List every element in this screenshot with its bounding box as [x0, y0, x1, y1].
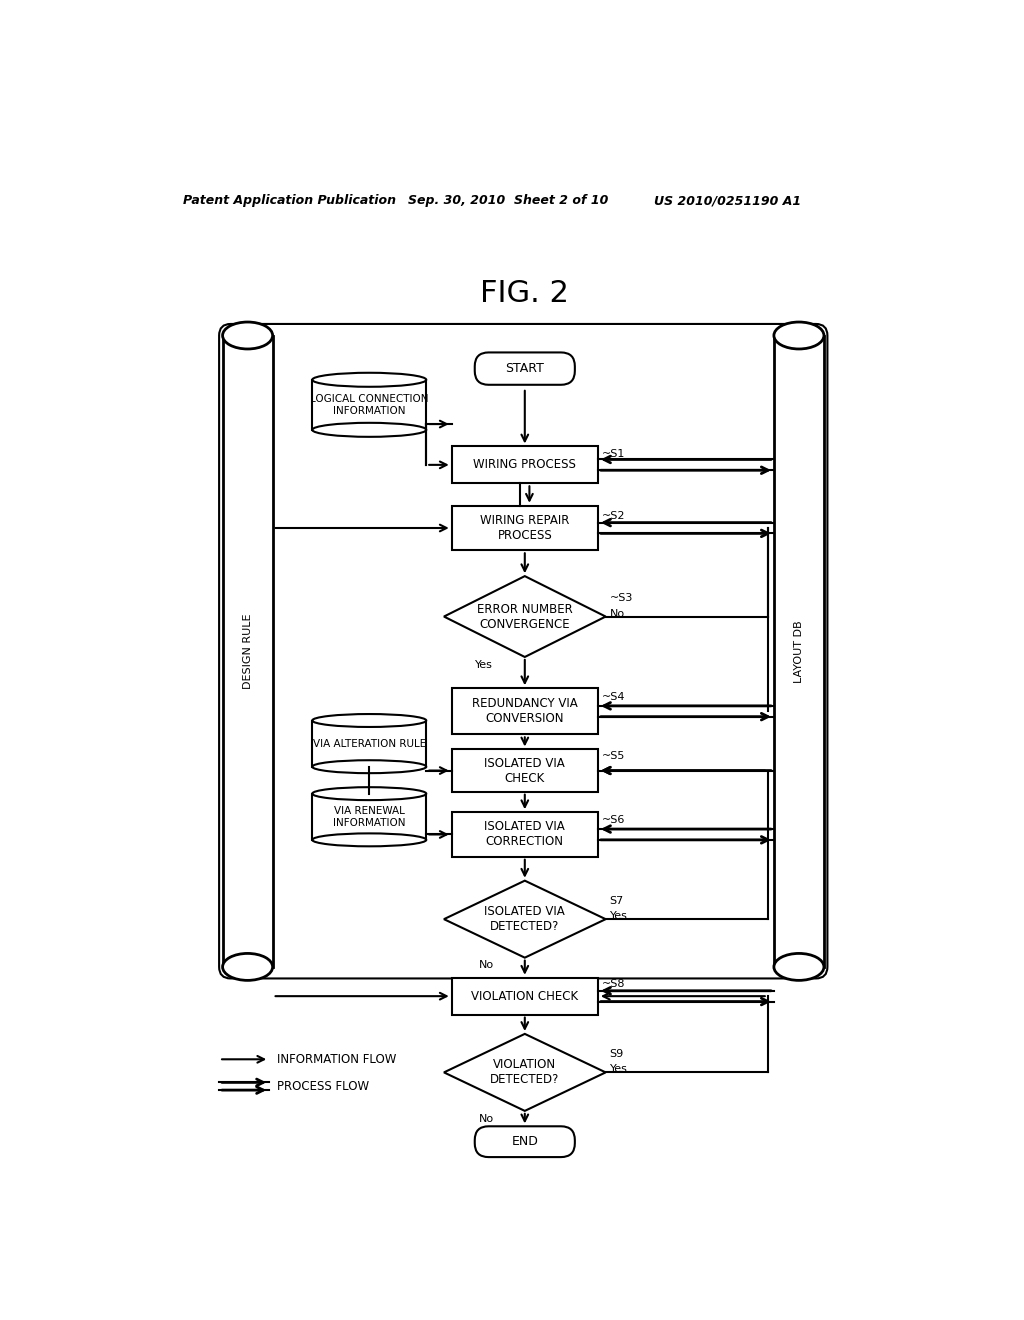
Text: ~S8: ~S8	[602, 979, 626, 989]
Text: S9: S9	[609, 1049, 624, 1059]
Text: LAYOUT DB: LAYOUT DB	[794, 620, 804, 682]
Text: No: No	[478, 961, 494, 970]
FancyBboxPatch shape	[219, 323, 827, 978]
FancyBboxPatch shape	[452, 750, 598, 792]
Ellipse shape	[312, 833, 426, 846]
Polygon shape	[444, 576, 605, 657]
Text: Yes: Yes	[609, 911, 628, 921]
FancyBboxPatch shape	[452, 506, 598, 550]
Text: START: START	[506, 362, 544, 375]
Text: No: No	[609, 609, 625, 619]
Ellipse shape	[312, 714, 426, 727]
Ellipse shape	[222, 953, 272, 981]
Text: S7: S7	[609, 896, 624, 906]
Text: Sep. 30, 2010  Sheet 2 of 10: Sep. 30, 2010 Sheet 2 of 10	[408, 194, 608, 207]
Text: WIRING PROCESS: WIRING PROCESS	[473, 458, 577, 471]
Text: ~S4: ~S4	[602, 692, 626, 702]
Ellipse shape	[312, 787, 426, 800]
Text: VIA ALTERATION RULE: VIA ALTERATION RULE	[312, 739, 426, 748]
Ellipse shape	[312, 372, 426, 387]
Text: WIRING REPAIR
PROCESS: WIRING REPAIR PROCESS	[480, 513, 569, 543]
Text: ISOLATED VIA
CHECK: ISOLATED VIA CHECK	[484, 756, 565, 784]
FancyBboxPatch shape	[452, 812, 598, 857]
Text: LOGICAL CONNECTION
INFORMATION: LOGICAL CONNECTION INFORMATION	[310, 393, 428, 416]
Bar	[312, 721, 426, 767]
Text: ISOLATED VIA
DETECTED?: ISOLATED VIA DETECTED?	[484, 906, 565, 933]
Text: No: No	[478, 1114, 494, 1123]
Text: FIG. 2: FIG. 2	[480, 279, 569, 308]
Bar	[312, 793, 426, 840]
FancyBboxPatch shape	[475, 1126, 574, 1158]
Text: ISOLATED VIA
CORRECTION: ISOLATED VIA CORRECTION	[484, 821, 565, 849]
Polygon shape	[444, 1034, 605, 1111]
Ellipse shape	[312, 760, 426, 774]
Text: PROCESS FLOW: PROCESS FLOW	[276, 1080, 369, 1093]
Bar	[774, 335, 824, 966]
Text: US 2010/0251190 A1: US 2010/0251190 A1	[654, 194, 802, 207]
Text: VIOLATION CHECK: VIOLATION CHECK	[471, 990, 579, 1003]
Text: ~S5: ~S5	[602, 751, 626, 762]
Ellipse shape	[774, 953, 824, 981]
FancyBboxPatch shape	[475, 352, 574, 385]
Text: ~S6: ~S6	[602, 814, 626, 825]
FancyBboxPatch shape	[452, 446, 598, 483]
Text: Yes: Yes	[609, 1064, 628, 1074]
Text: VIA RENEWAL
INFORMATION: VIA RENEWAL INFORMATION	[333, 807, 406, 828]
Text: REDUNDANCY VIA
CONVERSION: REDUNDANCY VIA CONVERSION	[472, 697, 578, 725]
Bar	[222, 335, 272, 966]
Text: VIOLATION
DETECTED?: VIOLATION DETECTED?	[490, 1059, 559, 1086]
Ellipse shape	[222, 322, 272, 348]
Polygon shape	[444, 880, 605, 958]
Ellipse shape	[774, 322, 824, 348]
Text: Patent Application Publication: Patent Application Publication	[183, 194, 396, 207]
Text: END: END	[511, 1135, 539, 1148]
Text: ~S1: ~S1	[602, 449, 626, 459]
Text: ~S2: ~S2	[602, 511, 626, 521]
Text: INFORMATION FLOW: INFORMATION FLOW	[276, 1053, 396, 1065]
Text: ~S3: ~S3	[609, 593, 633, 603]
Text: Yes: Yes	[475, 660, 493, 669]
FancyBboxPatch shape	[452, 688, 598, 734]
Text: DESIGN RULE: DESIGN RULE	[243, 614, 253, 689]
Text: ERROR NUMBER
CONVERGENCE: ERROR NUMBER CONVERGENCE	[477, 602, 572, 631]
FancyBboxPatch shape	[452, 978, 598, 1015]
Bar	[312, 380, 426, 430]
Ellipse shape	[312, 422, 426, 437]
